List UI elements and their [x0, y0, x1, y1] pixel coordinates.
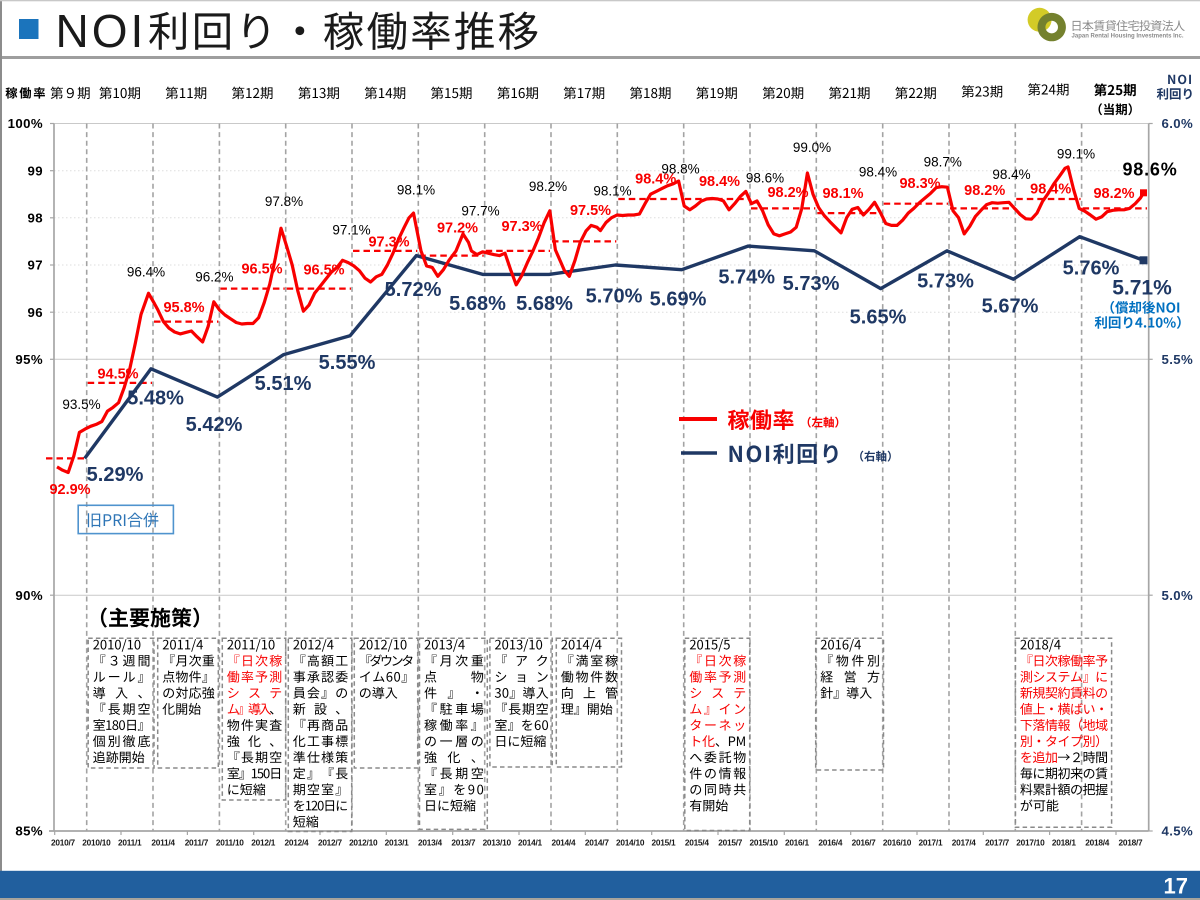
svg-text:97.7%: 97.7% [461, 204, 499, 219]
svg-text:90%: 90% [15, 588, 43, 603]
svg-text:5.74%: 5.74% [718, 267, 775, 289]
svg-text:2015/1: 2015/1 [652, 838, 677, 848]
svg-text:2011/10: 2011/10 [216, 838, 244, 848]
svg-text:2016/4: 2016/4 [818, 838, 843, 848]
svg-text:98.4%: 98.4% [1030, 182, 1071, 198]
svg-text:2016/10: 2016/10 [883, 838, 912, 848]
svg-text:96: 96 [28, 305, 43, 320]
svg-text:98.2%: 98.2% [529, 179, 567, 194]
svg-text:98: 98 [28, 211, 43, 226]
svg-text:98.3%: 98.3% [899, 176, 940, 192]
svg-text:96.5%: 96.5% [241, 262, 282, 278]
svg-text:98.4%: 98.4% [635, 172, 676, 188]
svg-text:6.0%: 6.0% [1162, 116, 1194, 131]
svg-text:5.69%: 5.69% [650, 289, 707, 311]
svg-text:98.1%: 98.1% [397, 183, 435, 198]
svg-text:92.9%: 92.9% [49, 482, 90, 498]
svg-text:Japan Rental Housing Investmen: Japan Rental Housing Investments Inc. [1072, 32, 1184, 39]
svg-text:5.55%: 5.55% [319, 352, 376, 374]
svg-text:2018/7: 2018/7 [1119, 838, 1144, 848]
svg-text:5.48%: 5.48% [127, 388, 184, 410]
svg-text:98.6%: 98.6% [1122, 160, 1177, 180]
svg-text:5.72%: 5.72% [385, 279, 442, 301]
svg-text:5.68%: 5.68% [449, 293, 506, 315]
svg-text:94.5%: 94.5% [97, 367, 138, 383]
svg-text:85%: 85% [15, 824, 43, 839]
svg-text:17: 17 [1164, 874, 1188, 899]
svg-text:2018/1: 2018/1 [1052, 838, 1077, 848]
svg-text:2010/7: 2010/7 [51, 838, 76, 848]
svg-text:2010/10: 2010/10 [82, 838, 111, 848]
svg-text:2017/7: 2017/7 [985, 838, 1010, 848]
svg-text:97.1%: 97.1% [332, 223, 370, 238]
svg-text:97: 97 [28, 258, 43, 273]
svg-text:99.0%: 99.0% [793, 140, 831, 155]
svg-text:2012/10: 2012/10 [349, 838, 378, 848]
svg-text:5.67%: 5.67% [982, 295, 1039, 317]
svg-text:97.8%: 97.8% [265, 194, 303, 209]
svg-text:2013/4: 2013/4 [418, 838, 443, 848]
svg-text:5.5%: 5.5% [1162, 352, 1194, 367]
svg-text:2013/7: 2013/7 [451, 838, 476, 848]
svg-text:5.70%: 5.70% [586, 286, 643, 308]
svg-text:5.0%: 5.0% [1162, 588, 1194, 603]
svg-text:2015/10: 2015/10 [749, 838, 778, 848]
svg-text:96.2%: 96.2% [195, 269, 233, 284]
svg-text:2016/1: 2016/1 [785, 838, 810, 848]
svg-text:5.76%: 5.76% [1063, 258, 1120, 280]
svg-text:2012/4: 2012/4 [285, 838, 310, 848]
svg-text:2011/1: 2011/1 [118, 838, 142, 848]
svg-text:97.2%: 97.2% [437, 221, 478, 237]
svg-text:98.1%: 98.1% [593, 184, 631, 199]
svg-text:95.8%: 95.8% [163, 300, 204, 316]
svg-text:5.71%: 5.71% [1112, 277, 1172, 300]
svg-text:5.73%: 5.73% [917, 271, 974, 293]
svg-text:5.68%: 5.68% [516, 293, 573, 315]
svg-text:96.4%: 96.4% [127, 265, 165, 280]
svg-text:100%: 100% [8, 116, 43, 131]
svg-text:5.42%: 5.42% [186, 414, 243, 436]
svg-text:93.5%: 93.5% [62, 397, 100, 412]
svg-text:5.65%: 5.65% [850, 306, 907, 328]
svg-text:98.6%: 98.6% [746, 171, 784, 186]
svg-text:98.4%: 98.4% [859, 165, 897, 180]
svg-text:2015/4: 2015/4 [685, 838, 710, 848]
svg-text:2013/1: 2013/1 [385, 838, 410, 848]
svg-text:98.4%: 98.4% [699, 174, 740, 190]
svg-text:5.29%: 5.29% [87, 464, 144, 486]
svg-text:2018/4: 2018/4 [1085, 838, 1110, 848]
svg-text:98.2%: 98.2% [1093, 186, 1134, 202]
svg-text:2013/10: 2013/10 [483, 838, 512, 848]
svg-text:99.1%: 99.1% [1057, 146, 1095, 161]
svg-text:NOI: NOI [56, 5, 147, 57]
svg-text:98.2%: 98.2% [767, 185, 808, 201]
svg-text:98.8%: 98.8% [661, 162, 699, 177]
svg-text:98.4%: 98.4% [992, 167, 1030, 182]
svg-text:2014/7: 2014/7 [585, 838, 610, 848]
svg-text:99: 99 [28, 163, 43, 178]
svg-text:2017/1: 2017/1 [918, 838, 943, 848]
svg-text:95%: 95% [15, 352, 43, 367]
svg-text:2014/4: 2014/4 [551, 838, 576, 848]
svg-text:2014/1: 2014/1 [518, 838, 543, 848]
svg-text:2011/4: 2011/4 [151, 838, 175, 848]
svg-text:2014/10: 2014/10 [616, 838, 645, 848]
svg-text:5.51%: 5.51% [255, 373, 312, 395]
svg-text:5.73%: 5.73% [783, 273, 840, 295]
svg-text:96.5%: 96.5% [303, 263, 344, 279]
svg-text:2011/7: 2011/7 [185, 838, 209, 848]
svg-text:4.5%: 4.5% [1162, 824, 1194, 839]
svg-text:2012/1: 2012/1 [251, 838, 276, 848]
svg-text:98.1%: 98.1% [822, 186, 863, 202]
svg-text:2016/7: 2016/7 [852, 838, 877, 848]
svg-text:98.2%: 98.2% [964, 183, 1005, 199]
svg-text:2015/7: 2015/7 [718, 838, 743, 848]
svg-text:98.7%: 98.7% [924, 155, 962, 170]
svg-text:2012/7: 2012/7 [318, 838, 343, 848]
svg-text:2017/10: 2017/10 [1016, 838, 1045, 848]
svg-text:97.5%: 97.5% [570, 203, 611, 219]
svg-text:2017/4: 2017/4 [952, 838, 977, 848]
svg-text:97.3%: 97.3% [368, 235, 409, 251]
svg-text:97.3%: 97.3% [501, 219, 542, 235]
